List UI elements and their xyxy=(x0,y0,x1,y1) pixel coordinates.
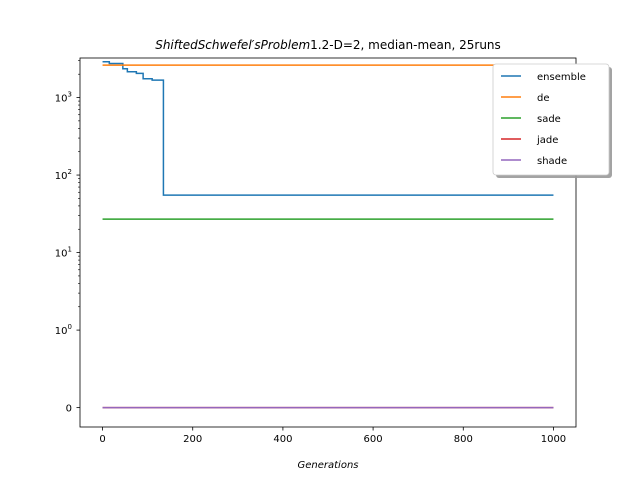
chart-title: ShiftedSchwefel′sProblem1.2-D=2, median-… xyxy=(155,38,501,52)
x-tick-label: 600 xyxy=(364,434,383,445)
x-tick-label: 0 xyxy=(99,434,105,445)
plot-lines xyxy=(102,60,554,409)
legend: ensemble de sade jade shade xyxy=(492,63,612,178)
x-tick-label: 800 xyxy=(454,434,473,445)
chart-title-rest: 1.2-D=2, median-mean, 25runs xyxy=(310,38,501,52)
series-line-ensemble xyxy=(102,60,554,196)
x-axis: 0 200 400 600 800 1000 xyxy=(99,427,566,445)
x-axis-label: Generations xyxy=(298,460,359,471)
y-tick-label: 0 xyxy=(66,404,72,415)
y-tick-label: 102 xyxy=(55,168,72,182)
y-tick-label: 103 xyxy=(55,91,72,105)
y-tick-label: 101 xyxy=(55,246,72,260)
legend-label-shade: shade xyxy=(537,156,567,167)
x-tick-label: 400 xyxy=(273,434,292,445)
x-tick-label: 200 xyxy=(183,434,202,445)
chart-title-italic: ShiftedSchwefel′sProblem xyxy=(155,38,310,52)
legend-label-de: de xyxy=(537,93,550,104)
legend-label-sade: sade xyxy=(537,114,561,125)
legend-box xyxy=(492,63,610,176)
y-tick-label: 100 xyxy=(55,323,72,337)
legend-label-ensemble: ensemble xyxy=(537,72,586,83)
plot-area-frame xyxy=(79,57,577,428)
x-tick-label: 1000 xyxy=(541,434,566,445)
y-axis: 0 100 101 102 103 xyxy=(55,60,80,415)
legend-label-jade: jade xyxy=(536,135,558,146)
